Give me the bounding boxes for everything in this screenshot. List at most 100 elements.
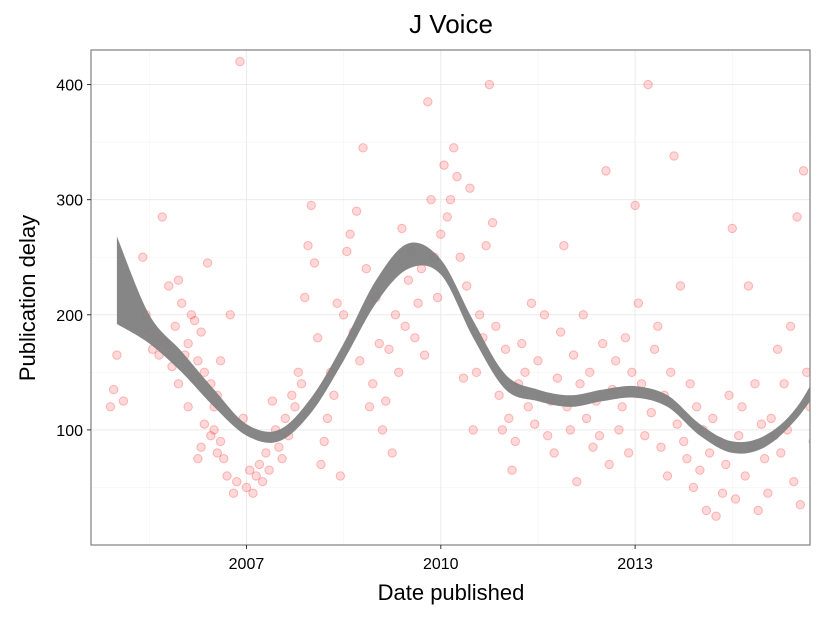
data-point bbox=[610, 356, 621, 366]
data-point bbox=[772, 344, 783, 355]
data-point bbox=[533, 356, 543, 366]
chart-title: J Voice bbox=[409, 9, 493, 39]
data-point bbox=[164, 281, 174, 291]
data-point bbox=[251, 471, 261, 481]
data-point bbox=[264, 465, 274, 475]
data-point bbox=[222, 471, 232, 481]
data-point bbox=[542, 430, 553, 441]
data-point bbox=[727, 223, 737, 234]
data-point bbox=[504, 413, 514, 424]
data-point bbox=[261, 448, 271, 458]
data-point bbox=[565, 425, 576, 435]
data-point bbox=[633, 298, 644, 308]
data-point bbox=[737, 402, 747, 412]
data-point bbox=[458, 373, 469, 383]
data-point bbox=[423, 97, 433, 107]
y-tick-label: 100 bbox=[56, 423, 83, 440]
data-point bbox=[257, 476, 268, 487]
data-point bbox=[381, 396, 391, 406]
data-point bbox=[678, 436, 689, 447]
data-point bbox=[704, 448, 715, 458]
y-axis-title: Publication delay bbox=[15, 215, 40, 381]
data-point bbox=[598, 338, 608, 349]
data-point bbox=[520, 367, 530, 378]
data-point bbox=[653, 321, 663, 331]
data-point bbox=[656, 442, 666, 452]
data-point bbox=[244, 465, 255, 475]
data-point bbox=[816, 466, 824, 474]
data-point bbox=[691, 402, 702, 412]
y-tick-label: 300 bbox=[56, 193, 83, 210]
data-point bbox=[105, 402, 116, 412]
data-point bbox=[215, 436, 226, 447]
data-point bbox=[439, 160, 449, 170]
data-point bbox=[206, 430, 216, 441]
data-point bbox=[335, 471, 346, 481]
data-point bbox=[157, 212, 167, 222]
data-point bbox=[627, 367, 637, 378]
data-point bbox=[355, 356, 365, 366]
data-point bbox=[481, 240, 491, 251]
data-point bbox=[578, 310, 588, 320]
data-point bbox=[776, 448, 786, 458]
data-point bbox=[364, 402, 375, 412]
y-tick-label: 400 bbox=[56, 78, 83, 95]
plot-area: 100 200 300 400 2007 2010 2013 bbox=[56, 49, 824, 573]
data-point bbox=[173, 275, 184, 285]
data-point bbox=[461, 281, 472, 291]
data-point bbox=[494, 390, 504, 401]
data-point bbox=[630, 200, 640, 211]
data-point bbox=[730, 494, 741, 504]
data-point bbox=[766, 413, 776, 424]
data-point bbox=[552, 373, 563, 383]
data-point bbox=[176, 298, 187, 308]
data-point bbox=[695, 465, 705, 475]
data-point bbox=[795, 500, 805, 510]
data-point bbox=[701, 505, 712, 516]
data-point bbox=[484, 79, 495, 90]
data-point bbox=[763, 488, 773, 498]
data-point bbox=[581, 413, 592, 424]
data-point bbox=[426, 194, 436, 205]
data-point bbox=[345, 229, 355, 239]
data-point bbox=[497, 425, 508, 435]
data-point bbox=[530, 419, 540, 429]
data-point bbox=[390, 310, 401, 320]
data-point bbox=[173, 379, 184, 389]
data-point bbox=[410, 333, 420, 343]
data-point bbox=[449, 143, 459, 153]
data-point bbox=[487, 217, 498, 228]
data-point bbox=[319, 436, 329, 447]
data-point bbox=[445, 194, 456, 205]
data-point bbox=[419, 350, 430, 360]
data-point bbox=[199, 367, 210, 378]
data-point bbox=[277, 453, 287, 464]
data-point bbox=[688, 482, 699, 493]
data-point bbox=[672, 419, 682, 429]
data-point bbox=[274, 442, 284, 452]
data-point bbox=[293, 367, 303, 378]
data-point bbox=[594, 430, 605, 441]
data-point bbox=[500, 344, 511, 355]
data-point bbox=[526, 298, 537, 308]
data-point bbox=[212, 448, 223, 458]
data-point bbox=[669, 151, 679, 161]
data-point bbox=[792, 212, 802, 222]
data-point bbox=[785, 321, 796, 331]
data-point bbox=[734, 430, 744, 441]
data-point bbox=[559, 240, 569, 251]
x-tick-label: 2010 bbox=[423, 556, 459, 573]
data-point bbox=[196, 442, 206, 452]
data-point bbox=[675, 281, 686, 291]
data-point bbox=[235, 56, 245, 67]
data-point bbox=[296, 379, 307, 389]
data-point bbox=[743, 281, 754, 291]
data-point bbox=[303, 240, 313, 251]
data-point bbox=[254, 459, 265, 470]
data-point bbox=[241, 482, 252, 493]
data-point bbox=[620, 333, 631, 343]
data-point bbox=[662, 471, 673, 481]
plot-frame bbox=[90, 49, 811, 546]
data-point bbox=[789, 476, 799, 487]
